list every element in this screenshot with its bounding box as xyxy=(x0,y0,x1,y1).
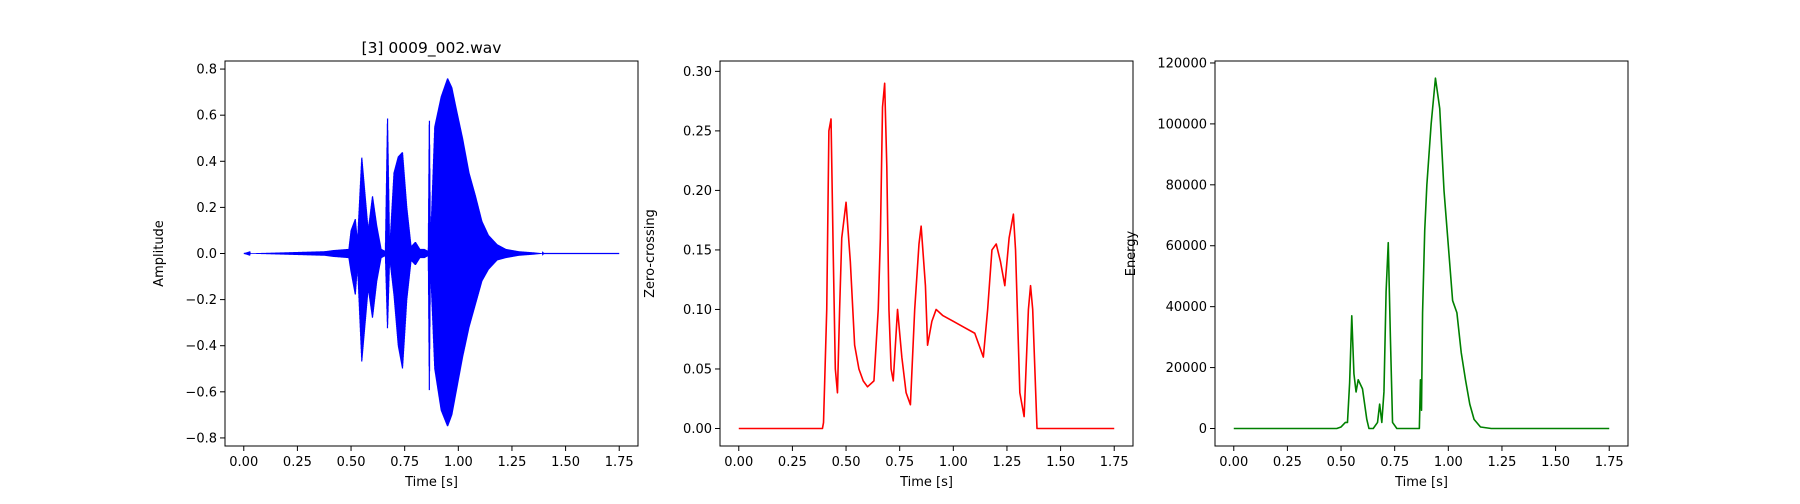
x-tick-label: 0.50 xyxy=(832,455,861,470)
y-tick-label: −0.6 xyxy=(185,385,217,400)
energy-line xyxy=(1233,77,1610,430)
x-tick-label: 1.25 xyxy=(1487,455,1516,470)
plot-frame xyxy=(1214,60,1629,447)
y-tick-label: 0 xyxy=(1199,422,1207,437)
x-tick-label: 1.75 xyxy=(1595,455,1624,470)
zero-crossing-line xyxy=(738,82,1115,430)
x-tick-label: 0.75 xyxy=(390,455,419,470)
y-tick-label: 0.00 xyxy=(683,422,712,437)
x-tick-label: 1.25 xyxy=(497,455,526,470)
y-tick-label: 0.4 xyxy=(196,155,217,170)
y-tick-label: 0.0 xyxy=(196,247,217,262)
energy-panel: 0.00 0.25 0.50 0.75 1.00 1.25 1.50 1.75 0 20000 40… xyxy=(1124,56,1629,490)
x-tick-label: 1.00 xyxy=(1434,455,1463,470)
x-tick-label: 0.00 xyxy=(229,455,258,470)
zero-crossing-panel: 0.00 0.25 0.50 0.75 1.00 1.25 1.50 1.75 0.00 0.05… xyxy=(643,60,1134,490)
x-tick-label: 0.50 xyxy=(1327,455,1356,470)
y-tick-label: 0.30 xyxy=(683,65,712,80)
x-tick-label: 1.50 xyxy=(551,455,580,470)
x-tick-label: 0.75 xyxy=(885,455,914,470)
y-tick-label: 0.25 xyxy=(683,124,712,139)
y-tick-label: −0.8 xyxy=(185,431,217,446)
y-tick-label: 0.20 xyxy=(683,184,712,199)
y-tick-label: 120000 xyxy=(1157,56,1207,71)
y-tick-label: −0.2 xyxy=(185,293,217,308)
x-tick-label: 1.75 xyxy=(1100,455,1129,470)
y-axis-label: Zero-crossing xyxy=(643,209,658,298)
x-tick-label: 0.75 xyxy=(1380,455,1409,470)
amplitude-waveform-line xyxy=(243,78,620,427)
x-axis-label: Time [s] xyxy=(404,475,458,490)
x-tick-label: 1.50 xyxy=(1541,455,1570,470)
y-tick-label: −0.4 xyxy=(185,339,217,354)
x-tick-label: 0.00 xyxy=(724,455,753,470)
x-tick-label: 0.25 xyxy=(1273,455,1302,470)
y-tick-label: 0.6 xyxy=(196,109,217,124)
x-tick-label: 1.00 xyxy=(444,455,473,470)
x-tick-label: 0.00 xyxy=(1219,455,1248,470)
x-tick-label: 1.75 xyxy=(605,455,634,470)
x-tick-label: 0.50 xyxy=(337,455,366,470)
x-tick-label: 0.25 xyxy=(283,455,312,470)
chart-title: [3] 0009_002.wav xyxy=(362,39,502,58)
y-tick-label: 100000 xyxy=(1157,117,1207,132)
y-axis-label: Energy xyxy=(1124,230,1139,276)
y-tick-label: 80000 xyxy=(1166,178,1207,193)
y-tick-label: 0.2 xyxy=(196,201,217,216)
y-tick-label: 20000 xyxy=(1166,361,1207,376)
x-tick-label: 0.25 xyxy=(778,455,807,470)
y-tick-label: 0.15 xyxy=(683,243,712,258)
x-axis-label: Time [s] xyxy=(899,475,953,490)
x-tick-label: 1.50 xyxy=(1046,455,1075,470)
y-axis-label: Amplitude xyxy=(152,220,167,287)
y-tick-label: 0.05 xyxy=(683,362,712,377)
y-tick-label: 0.10 xyxy=(683,303,712,318)
y-tick-label: 60000 xyxy=(1166,239,1207,254)
plot-frame xyxy=(719,60,1134,447)
x-tick-label: 1.00 xyxy=(939,455,968,470)
waveform-panel: 0.00 0.25 0.50 0.75 1.00 1.25 1.50 1.75 −0.8 −0.6… xyxy=(152,39,639,490)
y-tick-label: 0.8 xyxy=(196,63,217,78)
x-tick-label: 1.25 xyxy=(992,455,1021,470)
y-tick-label: 40000 xyxy=(1166,300,1207,315)
x-axis-label: Time [s] xyxy=(1394,475,1448,490)
